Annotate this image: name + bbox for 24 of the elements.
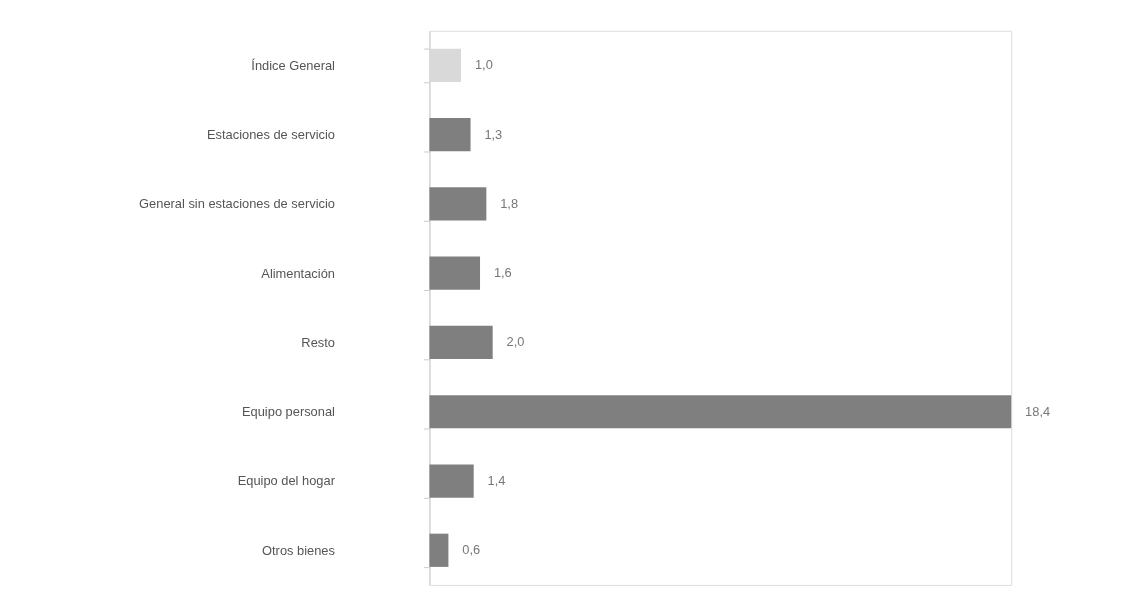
data-label: 2,0: [506, 334, 525, 350]
y-tick-label: Equipo personal: [241, 404, 335, 420]
y-tick-label: Resto: [301, 334, 335, 350]
data-label: 1,0: [474, 57, 493, 73]
data-label: 1,4: [487, 472, 506, 488]
data-label: 18,4: [1025, 403, 1051, 419]
y-tick-label: General sin estaciones de servicio: [139, 196, 335, 212]
y-tick-label: Alimentación: [261, 265, 335, 281]
y-tick-label: Equipo del hogar: [237, 473, 336, 489]
bar: [429, 118, 471, 152]
y-tick-label: Índice General: [251, 57, 335, 73]
bar: [429, 187, 487, 221]
bar: [429, 325, 493, 360]
bar: [429, 533, 449, 567]
y-tick-label: Estaciones de servicio: [206, 127, 335, 143]
y-tick-label: Otros bienes: [262, 542, 335, 558]
data-label: 1,3: [484, 126, 503, 142]
bar: [429, 256, 481, 290]
data-label: 1,6: [493, 265, 512, 281]
data-label: 0,6: [462, 542, 481, 558]
bar: [429, 464, 474, 498]
bar: [429, 395, 1012, 429]
bar: [429, 48, 462, 83]
data-label: 1,8: [500, 195, 519, 211]
